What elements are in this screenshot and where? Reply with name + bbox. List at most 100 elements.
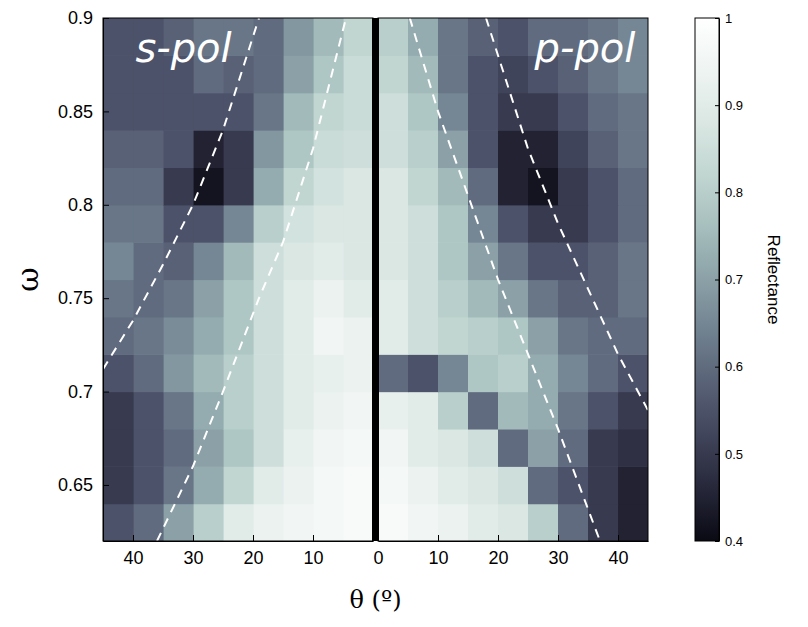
heat-cell — [438, 242, 469, 280]
heat-cell — [313, 466, 344, 504]
heat-cell — [378, 354, 409, 392]
heat-cell — [283, 354, 314, 392]
heat-cell — [468, 280, 499, 318]
x-axis-tick: 30 — [548, 535, 568, 568]
heat-cell — [408, 205, 439, 243]
colorbar-axis-tick-mark — [715, 105, 719, 106]
heat-cell — [588, 167, 619, 205]
heat-cell — [558, 205, 589, 243]
heat-cell — [163, 504, 194, 541]
x-axis-line — [379, 541, 649, 542]
x-axis-tick-label: 0 — [373, 548, 383, 568]
heat-cell — [313, 429, 344, 467]
x-axis-tick-label: 30 — [183, 548, 203, 568]
heat-cell — [528, 242, 559, 280]
y-axis-tick-mark — [103, 392, 109, 393]
x-axis-title: θ (º) — [349, 586, 401, 614]
heat-cell — [438, 280, 469, 318]
heat-cell — [193, 429, 224, 467]
panel-title: p-pol — [534, 25, 636, 71]
colorbar-axis-tick: 1 — [715, 11, 732, 26]
heat-cell — [528, 504, 559, 541]
plot-area — [378, 18, 648, 541]
panel-title: s-pol — [135, 25, 231, 71]
heat-cell — [558, 93, 589, 131]
heat-cell — [468, 392, 499, 430]
heat-cell — [378, 18, 409, 56]
x-axis-tick-label: 20 — [243, 548, 263, 568]
heat-cell — [588, 205, 619, 243]
heat-cell — [163, 205, 194, 243]
heat-cell — [133, 205, 164, 243]
colorbar-axis-tick-mark — [715, 192, 719, 193]
heat-cell — [223, 354, 254, 392]
heat-cell — [103, 317, 134, 355]
colorbar-axis: 0.40.50.60.70.80.91 — [715, 11, 743, 549]
colorbar-axis-tick-mark — [715, 367, 719, 368]
heat-cell — [438, 504, 469, 541]
heat-cell — [343, 55, 373, 93]
heat-cell — [498, 18, 529, 56]
heat-cell — [253, 55, 284, 93]
heat-cell — [438, 93, 469, 131]
x-axis-tick: 20 — [488, 535, 508, 568]
heat-cell — [498, 280, 529, 318]
heat-cell — [103, 93, 134, 131]
dashed-curve — [157, 18, 346, 541]
heat-cell — [103, 429, 134, 467]
heat-cell — [438, 429, 469, 467]
heat-cell — [133, 242, 164, 280]
heat-cell — [438, 317, 469, 355]
heat-cell — [283, 167, 314, 205]
heat-cell — [223, 205, 254, 243]
heat-cell — [378, 205, 409, 243]
y-axis-tick: 0.9 — [68, 8, 109, 28]
heat-cell — [498, 55, 529, 93]
heat-cell — [163, 130, 194, 168]
heat-cell — [528, 429, 559, 467]
heat-cell — [253, 93, 284, 131]
heat-cell — [378, 429, 409, 467]
heat-cell — [313, 167, 344, 205]
colorbar-axis-line — [719, 19, 720, 542]
y-axis-tick: 0.7 — [68, 382, 109, 402]
heat-cell — [163, 392, 194, 430]
heat-cell — [468, 504, 499, 541]
heat-cell — [378, 242, 409, 280]
heat-cell — [343, 392, 373, 430]
heat-cell — [558, 167, 589, 205]
heat-cell — [283, 280, 314, 318]
heat-cell — [163, 280, 194, 318]
heat-cell — [588, 466, 619, 504]
heat-cell — [408, 167, 439, 205]
x-axis-tick-mark — [133, 535, 134, 541]
cells — [103, 18, 373, 541]
y-axis-tick-mark — [103, 111, 109, 112]
heat-cell — [283, 242, 314, 280]
heat-cell — [558, 130, 589, 168]
heat-cell — [498, 466, 529, 504]
heat-cell — [618, 93, 648, 131]
heat-cell — [498, 205, 529, 243]
heat-cell — [468, 466, 499, 504]
colorbar-axis-tick: 0.4 — [715, 534, 743, 549]
colorbar-axis-tick-label: 0.8 — [725, 185, 743, 200]
heat-cell — [468, 18, 499, 56]
chart-svg: 403020100.650.70.750.80.850.9s-pol010203… — [0, 0, 808, 627]
colorbar-axis-tick-label: 0.7 — [725, 272, 743, 287]
heat-cell — [193, 354, 224, 392]
heat-cell — [313, 280, 344, 318]
colorbar — [695, 18, 719, 541]
heat-cell — [528, 93, 559, 131]
x-axis-tick-mark — [313, 535, 314, 541]
heat-cell — [103, 130, 134, 168]
heat-cell — [378, 55, 409, 93]
heat-cell — [558, 354, 589, 392]
heat-cell — [343, 429, 373, 467]
x-axis: 40302010 — [104, 535, 374, 568]
heat-cell — [588, 130, 619, 168]
heat-cell — [133, 130, 164, 168]
heat-cell — [498, 317, 529, 355]
heat-cell — [103, 354, 134, 392]
heat-cell — [103, 55, 134, 93]
